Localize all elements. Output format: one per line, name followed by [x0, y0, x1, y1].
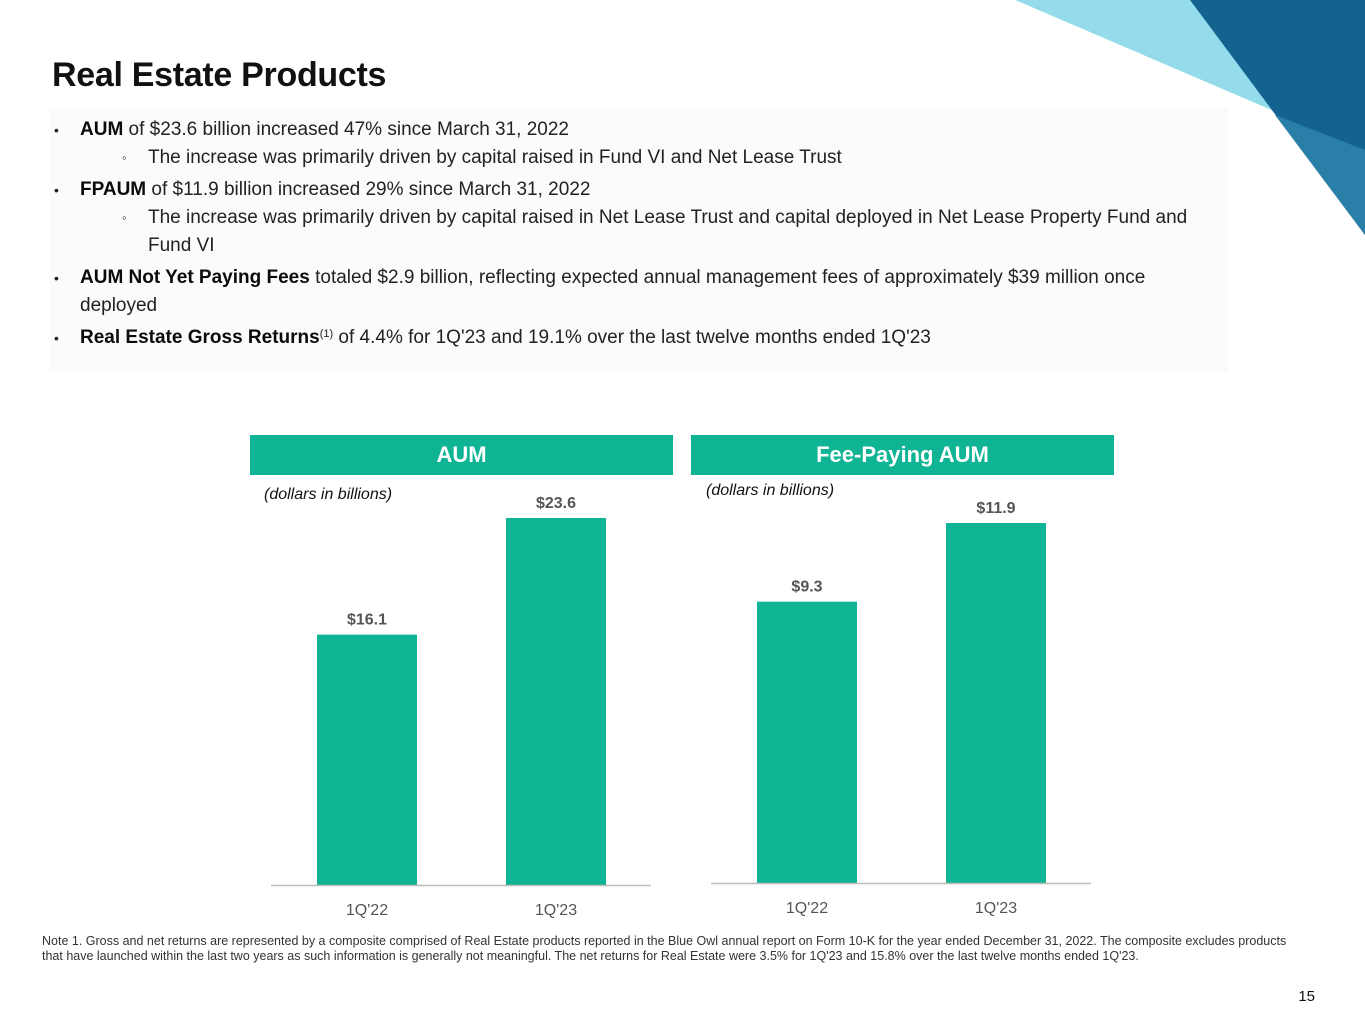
x-tick-label: 1Q'23 [535, 902, 577, 919]
x-tick-label: 1Q'22 [786, 900, 828, 917]
bar-1q23 [946, 523, 1046, 883]
bullet-dot: • [54, 182, 59, 198]
bullet-text: totaled $2.9 billion, reflecting expecte… [80, 267, 1146, 316]
data-label: $11.9 [976, 500, 1015, 517]
bullet-text: of $11.9 billion increased 29% since Mar… [146, 179, 591, 200]
chart-aum-header: AUM [250, 435, 673, 475]
bullet-text: of 4.4% for 1Q'23 and 19.1% over the las… [333, 327, 931, 348]
page-number: 15 [1298, 988, 1315, 1005]
footnote: Note 1. Gross and net returns are repres… [42, 934, 1287, 963]
bar-1q23 [506, 518, 606, 885]
sub-bullet-text: The increase was primarily driven by cap… [148, 207, 1188, 256]
data-label: $16.1 [347, 612, 387, 629]
chart-fpaum-header: Fee-Paying AUM [691, 435, 1114, 475]
sub-bullet-circle: ◦ [122, 150, 127, 165]
bullet-dot: • [54, 122, 59, 138]
bullets-panel [50, 108, 1228, 372]
chart-fpaum: $9.3 1Q'22 $11.9 1Q'23 [711, 500, 1091, 917]
bullet-bold: Real Estate Gross Returns [80, 327, 320, 348]
data-label: $9.3 [791, 579, 822, 596]
chart-aum-unit-note: (dollars in billions) [264, 486, 393, 503]
footnote-marker: (1) [319, 328, 334, 340]
sub-bullet-text: The increase was primarily driven by cap… [148, 147, 842, 168]
data-label: $23.6 [536, 495, 576, 512]
bullet-bold: AUM [80, 119, 124, 140]
x-tick-label: 1Q'23 [975, 900, 1017, 917]
sub-bullet-circle: ◦ [122, 210, 127, 225]
bullet-bold: AUM Not Yet Paying Fees [80, 267, 310, 288]
bullet-text: of $23.6 billion increased 47% since Mar… [123, 119, 570, 140]
bar-1q22 [757, 601, 857, 883]
bar-1q22 [317, 634, 417, 885]
bullet-dot: • [54, 330, 59, 346]
chart-aum: $16.1 1Q'22 $23.6 1Q'23 [271, 495, 651, 919]
chart-fpaum-unit-note: (dollars in billions) [706, 482, 835, 499]
bullet-dot: • [54, 270, 59, 286]
bullet-bold: FPAUM [80, 179, 147, 200]
page-title: Real Estate Products [52, 56, 387, 94]
corner-mid-triangle [1275, 115, 1365, 235]
x-tick-label: 1Q'22 [346, 902, 388, 919]
